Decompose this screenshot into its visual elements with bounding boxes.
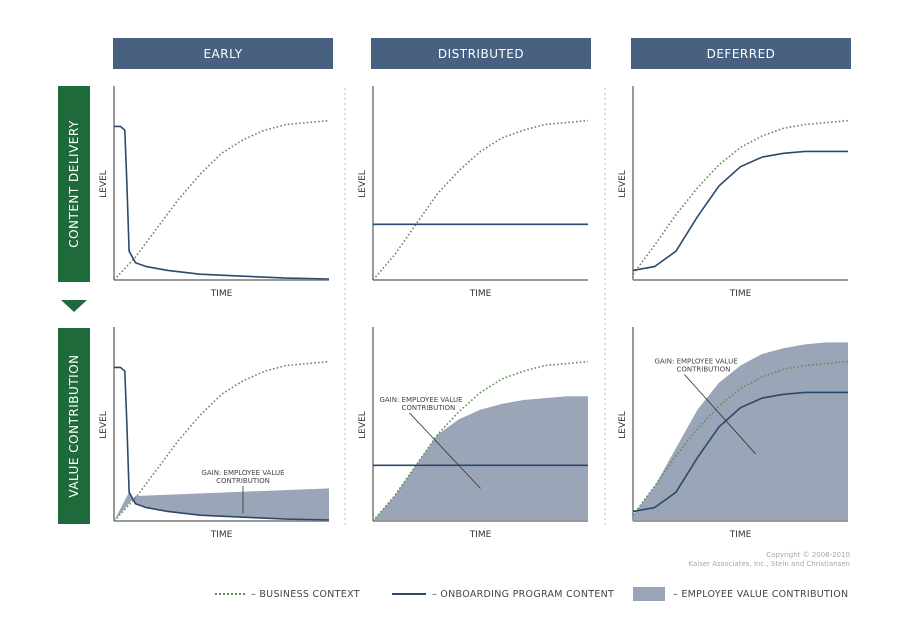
copyright-line: Copyright © 2006-2010 [766, 551, 850, 559]
chart-panel-early-content: TIME LEVEL [99, 86, 330, 299]
annotation-gain-label: GAIN: EMPLOYEE VALUE CONTRIBUTION [379, 396, 462, 412]
chart-panel-deferred-value: GAIN: EMPLOYEE VALUE CONTRIBUTION TIME LEVE… [618, 327, 849, 540]
employee-value-area [114, 488, 329, 521]
x-axis-label: TIME [469, 530, 492, 540]
legend-label: – BUSINESS CONTEXT [251, 588, 360, 600]
chart-panel-early-value: GAIN: EMPLOYEE VALUE CONTRIBUTION TIME LEVE… [99, 327, 330, 540]
column-header-distributed: DISTRIBUTED [371, 38, 591, 69]
arrow-down-icon [61, 300, 87, 312]
y-axis-label: LEVEL [618, 411, 628, 439]
legend-onboarding: – ONBOARDING PROGRAM CONTENT [392, 586, 614, 602]
business-context-line [372, 360, 589, 522]
y-axis-label: LEVEL [618, 170, 628, 198]
legend-swatch-dotted [215, 593, 245, 595]
row-label-value-contribution: VALUE CONTRIBUTION [58, 328, 90, 524]
legend-value-contribution: – EMPLOYEE VALUE CONTRIBUTION [633, 586, 848, 602]
chart-panel-distributed-content: TIME LEVEL [358, 86, 589, 299]
x-axis-label: TIME [469, 289, 492, 299]
onboarding-content-line [632, 150, 848, 272]
onboarding-content-line [114, 366, 330, 521]
legend-swatch-solid [392, 593, 426, 595]
annotation-line: CONTRIBUTION [216, 477, 270, 485]
column-header-deferred: DEFERRED [631, 38, 851, 69]
business-context-line [632, 119, 849, 275]
annotation-line: CONTRIBUTION [401, 404, 455, 412]
legend-label: – ONBOARDING PROGRAM CONTENT [432, 588, 615, 600]
legend-business-context: – BUSINESS CONTEXT [215, 586, 360, 602]
annotation-line: GAIN: EMPLOYEE VALUE [201, 469, 284, 477]
column-header-early: EARLY [113, 38, 333, 69]
copyright-line: Kaiser Associates, Inc., Stein and Chris… [688, 560, 850, 568]
y-axis-label: LEVEL [358, 411, 368, 439]
row-label-content-delivery: CONTENT DELIVERY [58, 86, 90, 282]
copyright-notice: Copyright © 2006-2010 Kaiser Associates,… [689, 551, 850, 569]
y-axis-label: LEVEL [99, 170, 109, 198]
annotation-line: GAIN: EMPLOYEE VALUE [655, 358, 738, 366]
annotation-pointer [684, 374, 756, 455]
business-context-line [372, 119, 589, 281]
onboarding-content-line [632, 391, 848, 513]
x-axis-label: TIME [729, 289, 752, 299]
business-context-line [113, 119, 330, 281]
annotation-gain-label: GAIN: EMPLOYEE VALUE CONTRIBUTION [655, 358, 738, 374]
y-axis-label: LEVEL [358, 170, 368, 198]
employee-value-area [373, 396, 588, 521]
legend-label: – EMPLOYEE VALUE CONTRIBUTION [673, 588, 849, 600]
y-axis-label: LEVEL [99, 411, 109, 439]
chart-panel-distributed-value: GAIN: EMPLOYEE VALUE CONTRIBUTION TIME LEVE… [358, 327, 589, 540]
annotation-gain-label: GAIN: EMPLOYEE VALUE CONTRIBUTION [201, 469, 284, 485]
column-header-label: DISTRIBUTED [437, 46, 525, 61]
business-context-line [632, 360, 849, 516]
annotation-pointer [409, 412, 481, 489]
x-axis-label: TIME [210, 530, 233, 540]
column-header-label: EARLY [203, 46, 243, 61]
onboarding-content-line [114, 125, 330, 280]
annotation-line: CONTRIBUTION [677, 366, 731, 374]
x-axis-label: TIME [729, 530, 752, 540]
chart-panel-deferred-content: TIME LEVEL [618, 86, 849, 299]
annotation-line: GAIN: EMPLOYEE VALUE [379, 396, 462, 404]
legend-swatch-fill [633, 587, 665, 601]
x-axis-label: TIME [210, 289, 233, 299]
employee-value-area [633, 342, 848, 521]
column-header-label: DEFERRED [706, 46, 776, 61]
